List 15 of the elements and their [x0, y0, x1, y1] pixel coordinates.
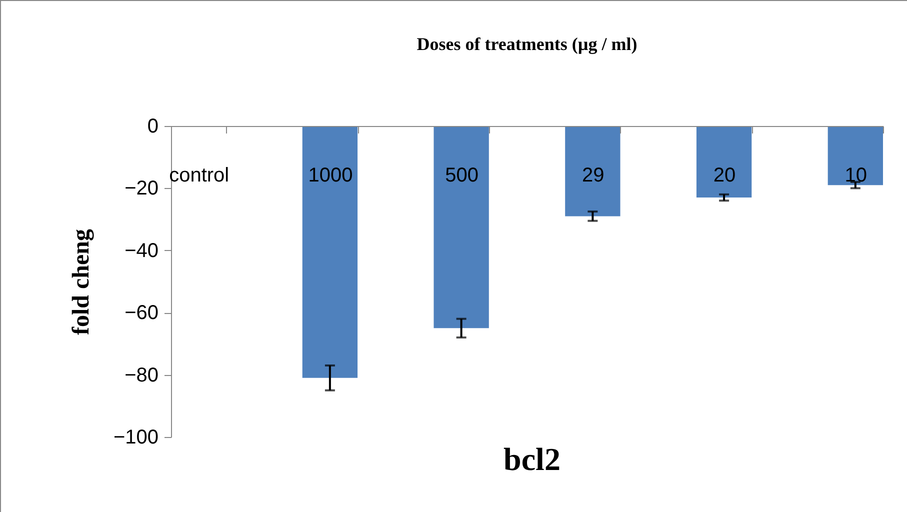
y-tick-label: −20 — [124, 178, 158, 200]
y-tick-label: −80 — [124, 364, 158, 386]
y-tick-label: −60 — [124, 302, 158, 324]
x-tick-label: control — [169, 164, 230, 186]
x-tick-label: 1000 — [308, 164, 353, 186]
x-tick-label: 29 — [582, 164, 604, 186]
y-tick-label: −100 — [113, 426, 158, 448]
y-tick-label: 0 — [147, 116, 158, 138]
y-axis-title: fold cheng — [68, 228, 94, 336]
x-tick-label: 10 — [844, 164, 868, 186]
x-tick-label: 20 — [713, 164, 736, 186]
x-axis-title: bcl2 — [502, 441, 562, 478]
x-tick-label: 500 — [445, 164, 479, 186]
chart-title: Doses of treatments (µg / ml) — [416, 34, 638, 54]
y-tick-label: −40 — [124, 240, 158, 262]
